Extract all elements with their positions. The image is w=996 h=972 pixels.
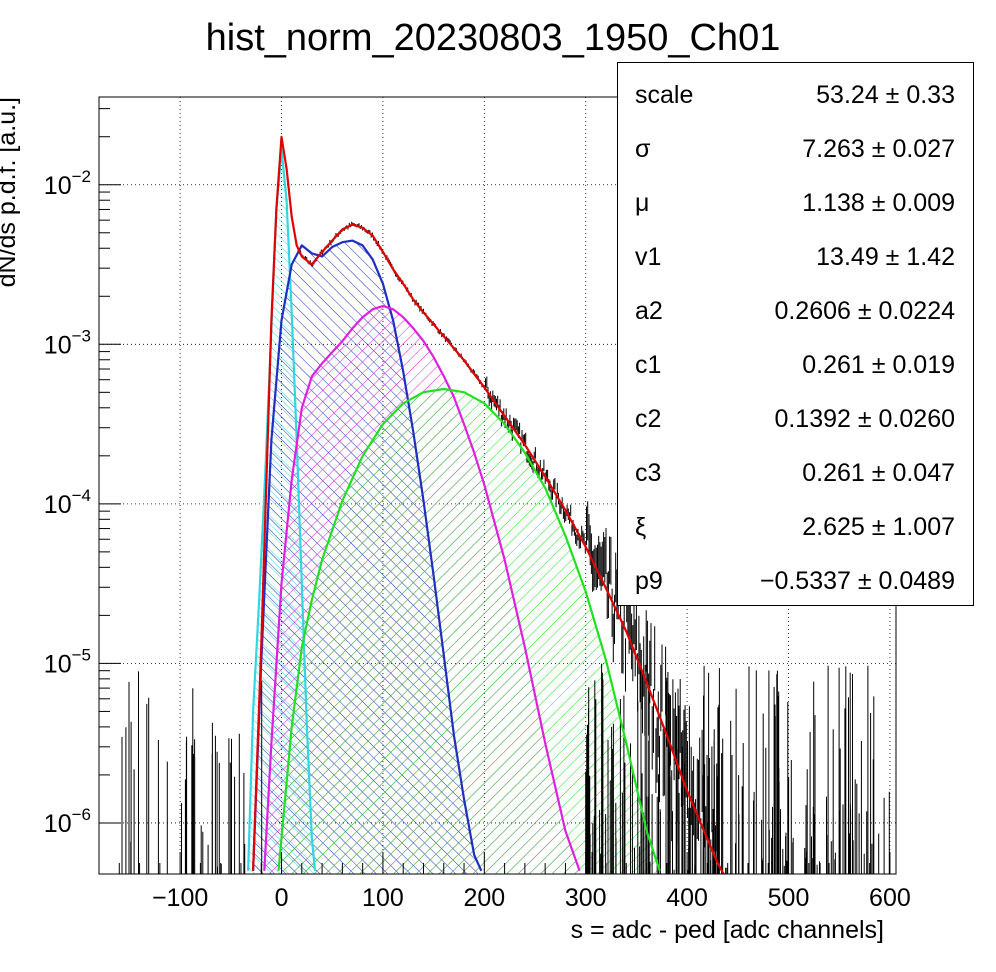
x-tick-label: 100 bbox=[362, 884, 404, 912]
stats-param-name: v1 bbox=[635, 243, 662, 271]
chart-title: hist_norm_20230803_1950_Ch01 bbox=[206, 17, 781, 59]
stats-row: scale 53.24 ± 0.33 bbox=[618, 67, 973, 121]
y-tick-label: 10−3 bbox=[44, 326, 91, 359]
stats-row: c2 0.1392 ± 0.0260 bbox=[618, 391, 973, 445]
stats-row: v1 13.49 ± 1.42 bbox=[618, 229, 973, 283]
three_pe-fill bbox=[278, 389, 660, 874]
stats-param-value: 2.625 ± 1.007 bbox=[802, 513, 955, 541]
x-tick-label: 400 bbox=[666, 884, 708, 912]
axis-ticks: −100 0 100 200 300 400 500 600 10−6 10−5 10−4 10−3 1… bbox=[44, 108, 911, 912]
stats-param-name: c2 bbox=[635, 405, 662, 433]
stats-param-name: c1 bbox=[635, 351, 662, 379]
stats-param-value: 0.2606 ± 0.0224 bbox=[774, 297, 955, 325]
stats-param-name: a2 bbox=[635, 297, 663, 325]
stats-param-name: c3 bbox=[635, 459, 662, 487]
stats-row: μ 1.138 ± 0.009 bbox=[618, 175, 973, 229]
stats-row: a2 0.2606 ± 0.0224 bbox=[618, 283, 973, 337]
x-axis-title: s = adc - ped [adc channels] bbox=[571, 916, 884, 944]
stats-param-name: ξ bbox=[635, 513, 647, 541]
y-tick-label: 10−5 bbox=[44, 645, 91, 678]
stats-param-name: p9 bbox=[635, 567, 663, 595]
y-tick-label: 10−4 bbox=[44, 486, 91, 519]
stats-row: c3 0.261 ± 0.047 bbox=[618, 445, 973, 499]
total_fit-curve bbox=[252, 135, 725, 874]
fit-curves bbox=[247, 135, 725, 874]
x-tick-label: 0 bbox=[275, 884, 289, 912]
stats-param-value: 0.1392 ± 0.0260 bbox=[774, 405, 955, 433]
stats-param-value: 0.261 ± 0.047 bbox=[802, 459, 955, 487]
x-tick-label: 200 bbox=[463, 884, 505, 912]
one_pe-curve bbox=[252, 239, 483, 872]
component-fills bbox=[248, 149, 660, 874]
stats-param-value: 0.261 ± 0.019 bbox=[802, 351, 955, 379]
stats-row: σ 7.263 ± 0.027 bbox=[618, 121, 973, 175]
x-tick-label: 500 bbox=[768, 884, 810, 912]
stats-param-name: σ bbox=[635, 135, 651, 163]
three_pe-curve bbox=[277, 387, 661, 872]
stats-param-value: −0.5337 ± 0.0489 bbox=[759, 567, 955, 595]
stats-param-name: scale bbox=[635, 81, 694, 109]
y-axis-title: dN/ds p.d.f. [a.u.] bbox=[0, 97, 21, 287]
stats-row: c1 0.261 ± 0.019 bbox=[618, 337, 973, 391]
y-tick-label: 10−6 bbox=[44, 805, 91, 838]
x-tick-label: 600 bbox=[869, 884, 911, 912]
x-tick-label: 300 bbox=[565, 884, 607, 912]
stats-param-value: 7.263 ± 0.027 bbox=[802, 135, 955, 163]
fit-stats-box: scale 53.24 ± 0.33 σ 7.263 ± 0.027 μ 1.138 ± … bbox=[617, 62, 974, 606]
stats-row: ξ 2.625 ± 1.007 bbox=[618, 499, 973, 553]
two_pe-curve bbox=[263, 304, 581, 872]
stats-param-name: μ bbox=[635, 189, 650, 217]
stats-row: p9 −0.5337 ± 0.0489 bbox=[618, 553, 973, 607]
stats-param-value: 1.138 ± 0.009 bbox=[802, 189, 955, 217]
stats-param-value: 53.24 ± 0.33 bbox=[816, 81, 955, 109]
pedestal-curve bbox=[247, 148, 317, 871]
y-tick-label: 10−2 bbox=[44, 167, 91, 200]
x-tick-label: −100 bbox=[152, 884, 208, 912]
stats-param-value: 13.49 ± 1.42 bbox=[816, 243, 955, 271]
